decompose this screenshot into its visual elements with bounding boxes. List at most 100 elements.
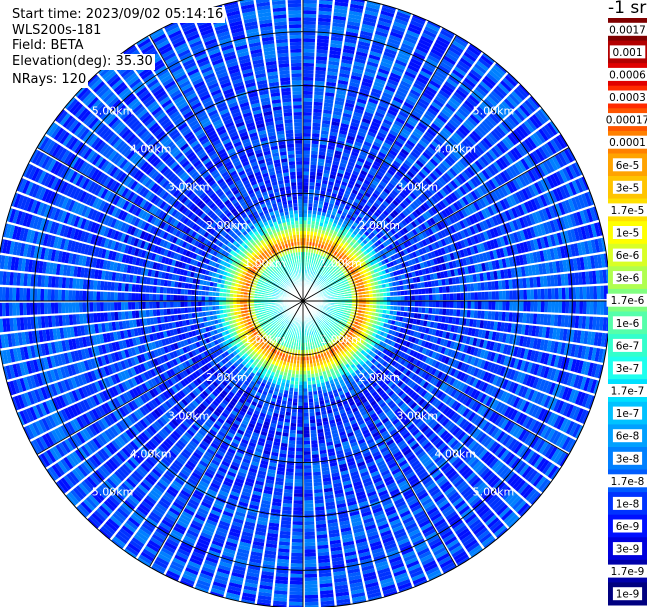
range-gate [303,17,317,22]
range-gate [345,99,356,105]
range-gate [439,293,443,301]
range-gate [359,33,372,41]
range-gate [303,20,316,25]
range-gate [331,211,337,216]
range-gate [339,162,347,168]
range-gate [376,23,390,31]
range-gate [314,228,318,233]
range-gate [431,287,436,294]
range-gate [407,153,417,162]
range-gate [395,14,410,23]
range-gate [393,305,398,311]
range-gate [327,64,339,70]
range-gate [323,99,334,104]
range-gate [459,57,473,68]
range-gate [416,142,426,151]
range-gate [340,181,348,187]
range-gate [325,254,329,259]
range-gate [315,265,319,269]
range-gate [318,225,323,230]
range-gate [312,203,318,208]
range-gate [392,199,399,207]
range-gate [319,275,323,280]
range-gate [353,108,364,115]
range-gate [305,248,309,253]
range-gate [303,48,315,53]
range-gate [328,53,341,59]
range-gate [403,186,412,194]
range-gate [342,208,349,214]
range-gate [430,140,441,150]
range-gate [396,194,404,202]
range-gate [325,213,331,218]
range-gate [332,114,342,120]
range-gate [322,264,326,269]
range-gate [575,286,580,300]
range-gate [363,111,374,118]
range-gate [365,157,374,164]
range-gate [394,59,407,67]
range-gate [381,190,389,198]
range-gate [335,93,346,99]
range-gate [387,109,398,117]
range-gate [353,141,363,147]
range-gate [547,288,552,300]
range-gate [401,128,411,136]
range-gate [593,285,598,300]
range-gate [354,182,362,189]
range-gate [314,70,326,75]
range-gate [303,27,316,32]
range-gate [365,301,370,305]
range-gate [364,6,380,14]
range-gate [423,113,434,122]
range-gate [404,295,408,301]
range-gate [351,170,360,176]
range-gate [315,59,327,65]
range-gate [444,80,456,91]
range-gate [477,301,482,310]
range-gate [395,117,406,125]
range-gate [312,115,322,120]
range-gate [307,217,312,221]
range-gate [323,166,331,171]
range-gate [322,176,329,181]
range-gate [314,272,318,276]
range-gate [333,251,338,256]
range-gate [311,220,316,225]
range-gate [320,190,326,195]
range-gate [330,121,340,127]
range-gate [342,249,348,254]
range-gate [385,135,395,143]
range-gate [322,260,326,265]
range-gate [310,161,317,166]
range-gate [327,268,331,273]
range-gate [308,189,314,193]
range-gate [488,291,492,300]
range-gate [442,301,447,308]
range-gate [318,10,332,16]
range-gate [303,210,308,214]
range-gate [317,161,324,166]
range-gate [392,21,407,30]
range-gate [526,301,531,312]
range-gate [321,123,330,128]
range-gate [324,198,330,203]
range-gate [502,301,507,311]
range-gate [362,16,377,24]
range-gate [348,195,355,201]
range-gate [373,201,380,208]
range-gate [359,124,369,131]
range-gate [303,126,312,130]
range-gate [366,60,379,68]
range-gate [386,305,391,310]
range-gate [344,171,352,177]
range-gate [335,175,343,181]
range-gate [303,101,313,106]
range-gate [303,45,315,50]
range-gate [434,116,446,126]
range-gate [313,101,323,106]
range-gate [449,97,461,107]
range-gate [303,185,309,190]
range-gate [404,70,416,79]
range-gate [314,261,318,265]
